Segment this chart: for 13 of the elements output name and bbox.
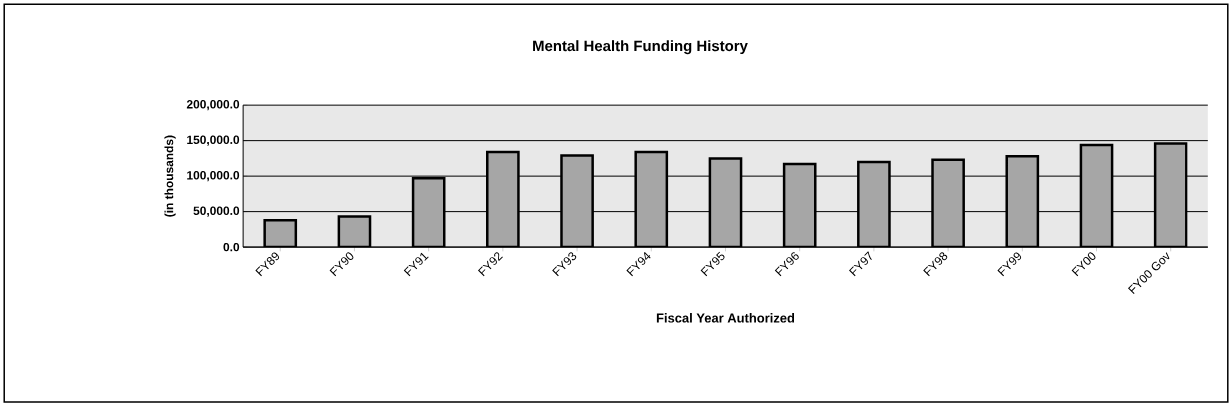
y-tick-label: 100,000.0 [187, 170, 240, 182]
y-axis-title: (in thousands) [164, 135, 176, 217]
bar [1079, 143, 1114, 247]
bar [1153, 142, 1188, 247]
bar [782, 162, 817, 247]
y-tick-label: 150,000.0 [187, 135, 240, 146]
bar [634, 150, 669, 247]
bar [708, 157, 743, 247]
x-axis-title: Fiscal Year Authorized [656, 312, 795, 323]
y-tick-label: 0.0 [223, 242, 240, 252]
y-tick-label: 50,000.0 [193, 206, 240, 217]
chart-title: Mental Health Funding History [533, 40, 748, 55]
y-tick-label: 200,000.0 [186, 99, 240, 111]
